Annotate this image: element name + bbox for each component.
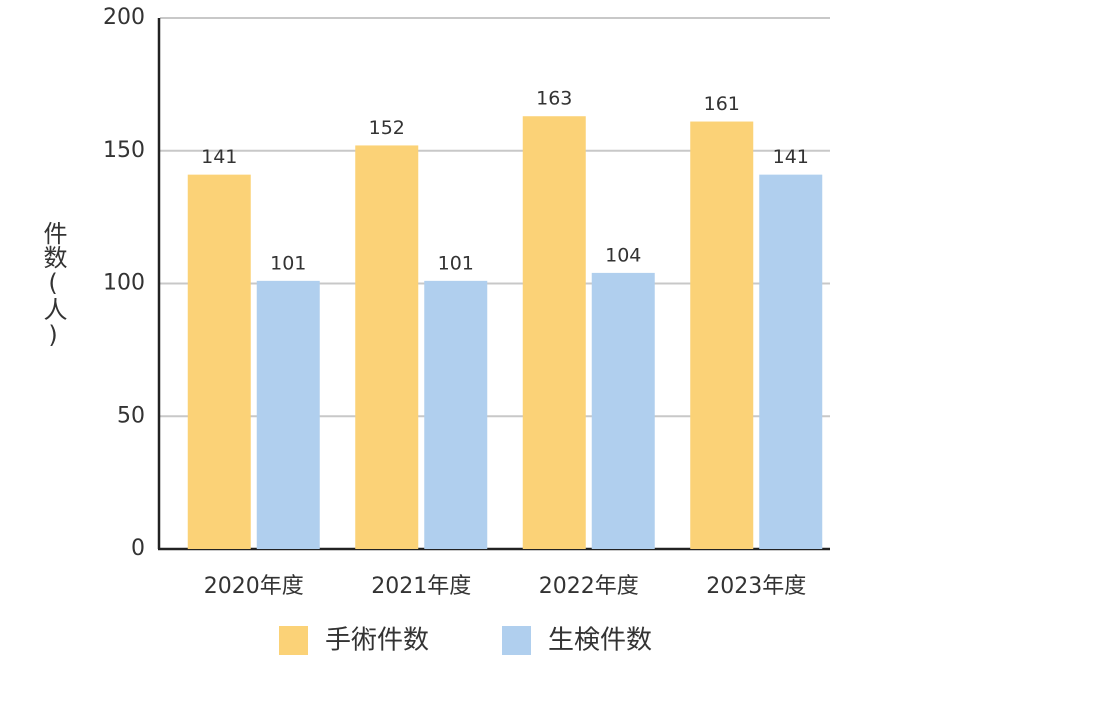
legend-swatch [502,626,531,655]
value-label: 152 [369,117,405,139]
y-tick-label: 100 [103,271,145,296]
legend-label: 手術件数 [325,626,429,656]
value-label: 101 [270,252,306,274]
value-label: 141 [201,146,237,168]
bar [690,121,754,550]
bar [522,116,586,550]
bar [759,174,823,549]
value-label: 101 [438,252,474,274]
legend-label: 生検件数 [548,626,652,656]
value-label: 104 [605,244,641,266]
y-tick-label: 0 [131,536,145,561]
x-tick-label: 2020年度 [204,574,304,599]
y-tick-label: 200 [103,5,145,30]
value-label: 163 [536,88,572,110]
x-tick-label: 2021年度 [371,574,471,599]
y-axis-label: 件数(人) [39,221,67,349]
bar [256,280,320,549]
y-tick-label: 150 [103,138,145,163]
value-label: 141 [773,146,809,168]
bar [187,174,251,549]
y-tick-label: 50 [117,403,145,428]
value-label: 161 [704,93,740,115]
bar [355,145,419,549]
bar [591,272,655,549]
x-tick-label: 2023年度 [706,574,806,599]
legend-swatch [279,626,308,655]
x-tick-label: 2022年度 [539,574,639,599]
bar [424,280,488,549]
